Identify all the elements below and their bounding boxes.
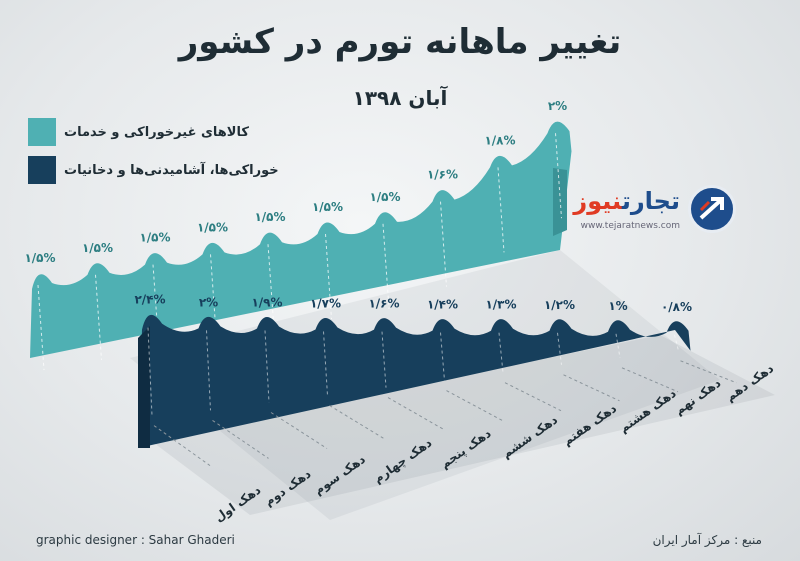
- navy-value-label-5: ۱/۶%: [368, 297, 399, 311]
- navy-value-label-4: ۱/۷%: [310, 297, 341, 311]
- legend-label-food: خوراکی‌ها، آشامیدنی‌ها و دخانیات: [64, 162, 279, 178]
- navy-value-label-3: ۱/۹%: [251, 296, 282, 310]
- navy-guide-7: [498, 332, 504, 373]
- navy-area: [138, 314, 691, 448]
- navy-guide-6: [440, 332, 445, 381]
- teal-value-label-9: ۱/۸%: [484, 133, 515, 147]
- navy-guide-3: [264, 330, 270, 403]
- teal-value-label-2: ۱/۵%: [82, 241, 113, 255]
- category-guide-4: [329, 405, 386, 440]
- navy-guide-4: [323, 331, 328, 396]
- legend-label-nonfood: کالاهای غیرخوراکی و خدمات: [64, 124, 249, 140]
- teal-guide-5: [267, 244, 275, 330]
- navy-shadow: [150, 335, 775, 515]
- teal-guide-3: [152, 264, 160, 350]
- logo-url: www.tejaratnews.com: [580, 221, 680, 231]
- navy-guide-10: [674, 334, 679, 351]
- teal-guide-6: [325, 233, 332, 320]
- navy-guide-9: [615, 333, 621, 358]
- teal-guide-8: [440, 201, 447, 287]
- category-guide-5: [387, 397, 445, 431]
- legend-item-food: خوراکی‌ها، آشامیدنی‌ها و دخانیات: [28, 156, 279, 184]
- legend-item-nonfood: کالاهای غیرخوراکی و خدمات: [28, 118, 249, 146]
- teal-area: [30, 121, 572, 359]
- teal-value-label-1: ۱/۵%: [24, 251, 55, 265]
- teal-value-label-6: ۱/۵%: [312, 200, 343, 214]
- navy-guide-2: [206, 330, 211, 411]
- legend-swatch-navy: [28, 156, 56, 184]
- source-credit: منبع : مرکز آمار ایران: [652, 533, 762, 547]
- chart-title: تغییر ماهانه تورم در کشور: [178, 22, 622, 62]
- tejaratnews-logo: تجارتنیوز www.tejaratnews.com: [560, 183, 740, 239]
- navy-guide-1: [147, 327, 153, 416]
- legend-swatch-teal: [28, 118, 56, 146]
- category-guide-9: [621, 367, 679, 393]
- category-guide-2: [212, 419, 269, 459]
- logo-emblem-icon: [688, 185, 736, 233]
- teal-guide-10: [555, 133, 562, 219]
- navy-edge: [138, 326, 150, 448]
- category-guide-8: [563, 374, 620, 402]
- navy-guide-8: [557, 332, 562, 365]
- navy-value-label-10: ۰/۸%: [661, 300, 692, 314]
- chart-subtitle: آبان ۱۳۹۸: [352, 86, 448, 110]
- teal-value-label-4: ۱/۵%: [197, 220, 228, 234]
- category-guide-6: [446, 390, 503, 422]
- teal-guide-4: [210, 254, 217, 340]
- teal-guide-2: [95, 274, 102, 360]
- navy-value-label-6: ۱/۴%: [427, 298, 458, 312]
- navy-value-label-7: ۱/۳%: [485, 298, 516, 312]
- logo-name: تجارتنیوز: [573, 187, 680, 215]
- teal-value-label-5: ۱/۵%: [254, 210, 285, 224]
- teal-shadow: [130, 250, 720, 520]
- designer-credit: graphic designer : Sahar Ghaderi: [36, 533, 235, 547]
- teal-value-label-8: ۱/۶%: [427, 168, 458, 182]
- teal-guide-9: [497, 167, 505, 253]
- category-guide-3: [270, 412, 328, 449]
- teal-value-label-10: ۲%: [548, 99, 567, 113]
- teal-value-label-7: ۱/۵%: [369, 190, 400, 204]
- category-guide-10: [680, 360, 737, 384]
- category-guide-7: [504, 382, 562, 412]
- teal-guide-1: [37, 284, 45, 371]
- navy-value-label-9: ۱%: [608, 299, 627, 313]
- teal-guide-7: [382, 223, 390, 309]
- navy-value-label-2: ۲%: [199, 295, 218, 309]
- navy-value-label-8: ۱/۲%: [544, 298, 575, 312]
- navy-value-label-1: ۲/۴%: [134, 293, 165, 307]
- teal-value-label-3: ۱/۵%: [139, 231, 170, 245]
